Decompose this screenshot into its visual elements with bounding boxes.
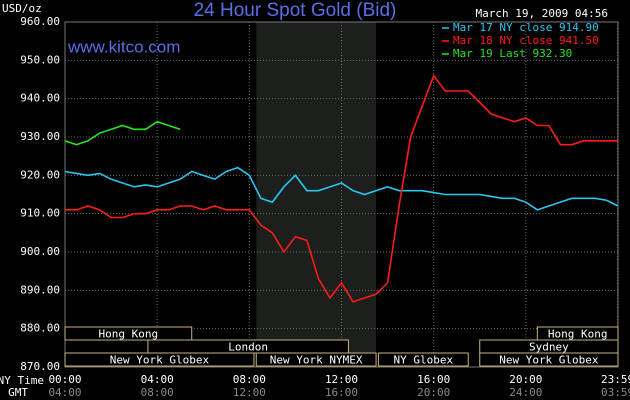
x-tick-label: 04:00 bbox=[141, 373, 174, 386]
series-line bbox=[65, 74, 618, 303]
session-label: New York Globex bbox=[110, 354, 210, 367]
watermark: www.kitco.com bbox=[67, 37, 180, 56]
series-line bbox=[64, 166, 619, 211]
y-tick-label: 870.00 bbox=[20, 360, 60, 373]
session-box bbox=[64, 326, 193, 341]
y-tick-label: 930.00 bbox=[20, 130, 60, 143]
x2-tick-label: 04:00 bbox=[48, 386, 81, 399]
x2-tick-label: 24:00 bbox=[509, 386, 542, 399]
y-tick-label: 880.00 bbox=[20, 322, 60, 335]
x2-tick-label: 03:59 bbox=[601, 386, 630, 399]
y-tick-label: 890.00 bbox=[20, 283, 60, 296]
session-box bbox=[377, 352, 469, 367]
legend-label: Mar 18 NY close 941.50 bbox=[453, 34, 599, 47]
y-tick-label: 910.00 bbox=[20, 207, 60, 220]
session-label: London bbox=[228, 341, 268, 354]
x-axis-label: NY Time bbox=[0, 374, 44, 387]
series-line bbox=[64, 120, 181, 146]
session-label: NY Globex bbox=[393, 354, 453, 367]
x-tick-label: 12:00 bbox=[325, 373, 358, 386]
x2-tick-label: 16:00 bbox=[325, 386, 358, 399]
x-tick-label: 00:00 bbox=[48, 373, 81, 386]
timestamp: March 19, 2009 04:56 bbox=[476, 7, 608, 20]
session-box bbox=[255, 352, 377, 367]
y-tick-label: 900.00 bbox=[20, 245, 60, 258]
session-label: New York Globex bbox=[499, 354, 599, 367]
session-label: Hong Kong bbox=[99, 328, 159, 341]
shaded-region bbox=[256, 22, 377, 367]
y-tick-label: 960.00 bbox=[20, 15, 60, 28]
x2-tick-label: 20:00 bbox=[417, 386, 450, 399]
x-tick-label: 08:00 bbox=[233, 373, 266, 386]
plot-frame bbox=[64, 21, 619, 368]
x-tick-label: 16:00 bbox=[417, 373, 450, 386]
y-tick-label: 950.00 bbox=[20, 53, 60, 66]
x-tick-label: 23:59 bbox=[601, 373, 630, 386]
session-label: Hong Kong bbox=[548, 328, 608, 341]
y-tick-label: 920.00 bbox=[20, 168, 60, 181]
x-tick-label: 20:00 bbox=[509, 373, 542, 386]
legend-label: Mar 19 Last 932.30 bbox=[453, 47, 572, 60]
x2-axis-label: GMT bbox=[8, 386, 28, 399]
session-box bbox=[64, 352, 255, 367]
session-label: New York NYMEX bbox=[270, 354, 363, 367]
y-tick-label: 940.00 bbox=[20, 92, 60, 105]
legend-label: Mar 17 NY close 914.90 bbox=[453, 21, 599, 34]
chart-title: 24 Hour Spot Gold (Bid) bbox=[194, 0, 397, 21]
x2-tick-label: 08:00 bbox=[141, 386, 174, 399]
x2-tick-label: 12:00 bbox=[233, 386, 266, 399]
session-box bbox=[479, 352, 619, 367]
session-label: Sydney bbox=[529, 341, 569, 354]
y-axis-label: USD/oz bbox=[2, 2, 42, 15]
